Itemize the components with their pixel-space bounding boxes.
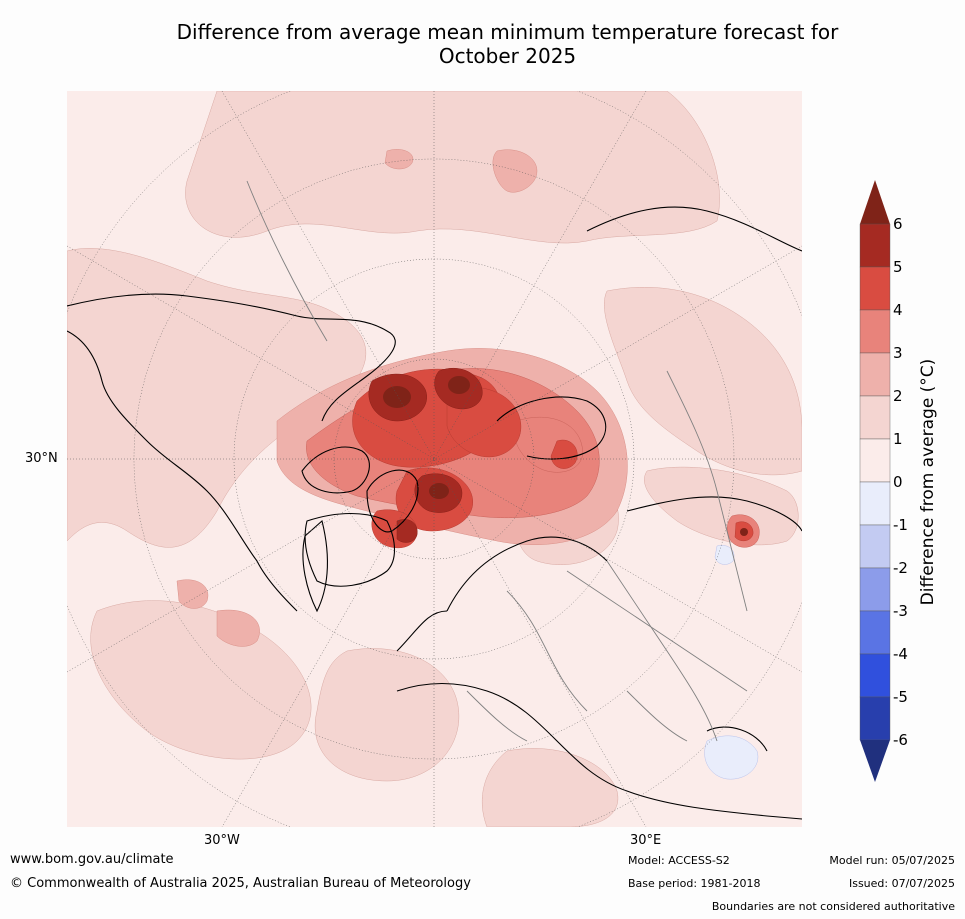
cool-anomaly-region xyxy=(704,545,759,780)
colorbar-tick-label: -6 xyxy=(893,731,908,749)
title-line-2: October 2025 xyxy=(438,44,577,68)
colorbar-segment xyxy=(859,567,891,612)
colorbar-segment xyxy=(859,481,891,526)
colorbar-tick-label: -3 xyxy=(893,602,908,620)
country-boundaries xyxy=(246,180,748,742)
lon-label-30e: 30°E xyxy=(630,833,662,848)
colorbar-segment xyxy=(859,524,891,569)
footer-website: www.bom.gov.au/climate xyxy=(10,852,174,867)
map-panel xyxy=(67,91,802,827)
colorbar-tick-label: 5 xyxy=(893,258,903,276)
colorbar-tick-label: 1 xyxy=(893,430,903,448)
footer-base-period: Base period: 1981-2018 xyxy=(628,877,761,890)
colorbar-title: Difference from average (°C) xyxy=(918,358,938,606)
colorbar-tick-label: 4 xyxy=(893,301,903,319)
colorbar-segment xyxy=(859,223,891,268)
colorbar-tick-label: -2 xyxy=(893,559,908,577)
colorbar-tick-label: 0 xyxy=(893,473,903,491)
colorbar-segment xyxy=(859,266,891,311)
colorbar-segment xyxy=(859,653,891,698)
colorbar-segment xyxy=(859,395,891,440)
footer-model-run: Model run: 05/07/2025 xyxy=(829,854,955,867)
colorbar-arrow-top xyxy=(860,180,890,224)
colorbar-segment xyxy=(859,309,891,354)
lat-label-30n: 30°N xyxy=(25,451,58,466)
footer-issued: Issued: 07/07/2025 xyxy=(848,877,955,890)
colorbar-segment xyxy=(859,352,891,397)
colorbar-segment xyxy=(859,438,891,483)
lon-label-30w: 30°W xyxy=(204,833,240,848)
colorbar-segment xyxy=(859,610,891,655)
colorbar-tick-label: -1 xyxy=(893,516,908,534)
coastlines xyxy=(67,206,802,820)
anomaly-level-above-6 xyxy=(383,376,748,536)
footer-disclaimer: Boundaries are not considered authoritat… xyxy=(711,900,955,913)
colorbar xyxy=(859,180,891,782)
chart-title: Difference from average mean minimum tem… xyxy=(60,20,955,68)
footer-copyright: © Commonwealth of Australia 2025, Austra… xyxy=(10,876,471,891)
colorbar-tick-label: 3 xyxy=(893,344,903,362)
graticule xyxy=(67,91,802,827)
colorbar-segment xyxy=(859,696,891,741)
colorbar-tick-label: 2 xyxy=(893,387,903,405)
colorbar-tick-label: 6 xyxy=(893,215,903,233)
colorbar-arrow-bottom xyxy=(860,740,890,782)
colorbar-tick-label: -4 xyxy=(893,645,908,663)
footer-model: Model: ACCESS-S2 xyxy=(628,854,730,867)
colorbar-tick-label: -5 xyxy=(893,688,908,706)
title-line-1: Difference from average mean minimum tem… xyxy=(176,20,839,44)
